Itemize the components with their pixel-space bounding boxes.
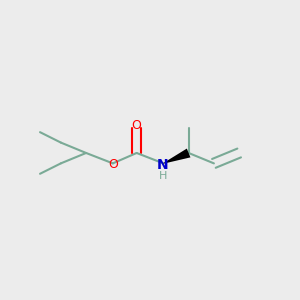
- Text: O: O: [132, 119, 142, 132]
- Polygon shape: [163, 148, 190, 164]
- Text: N: N: [157, 158, 169, 172]
- Text: O: O: [108, 158, 118, 171]
- Text: H: H: [159, 171, 167, 181]
